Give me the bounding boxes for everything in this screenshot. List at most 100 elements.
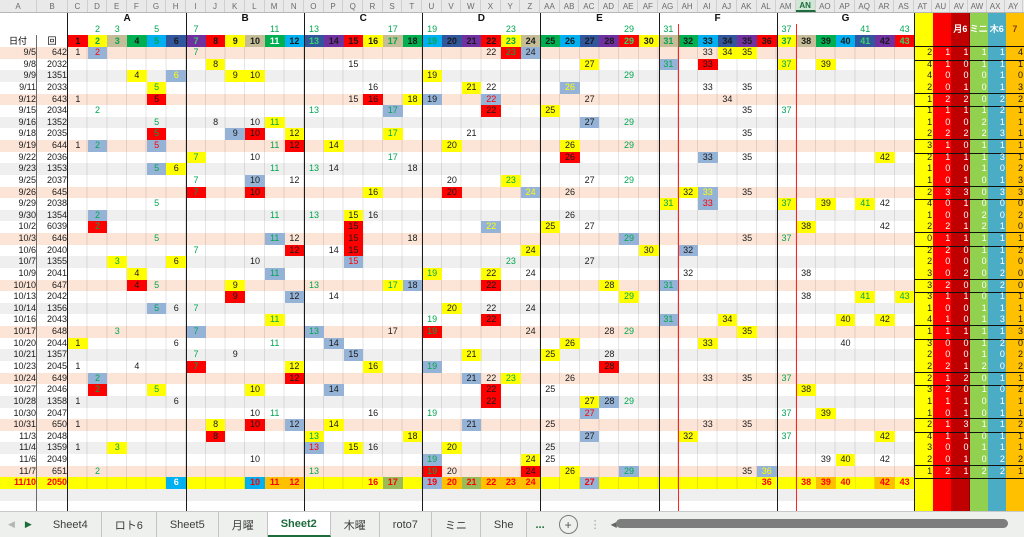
header-number-cell[interactable]: 16 [363,35,384,47]
summary-value-cell[interactable]: 1 [999,140,1005,151]
sheet-tab-she[interactable]: She [481,512,528,537]
date-cell[interactable]: 9/9 [23,70,36,81]
summary-value-cell[interactable]: 0 [981,174,987,185]
number-cell[interactable]: 17 [382,105,403,117]
header-number-cell[interactable]: 41 [855,35,877,47]
date-cell[interactable]: 9/19 [18,140,36,151]
number-cell[interactable]: 21 [466,128,477,139]
number-cell[interactable]: 31 [658,314,679,327]
summary-value-cell[interactable]: 2 [981,116,987,127]
number-cell[interactable]: 10 [245,186,265,199]
number-cell[interactable]: 27 [579,116,600,129]
summary-value-cell[interactable]: 1 [981,337,987,348]
summary-value-cell[interactable]: 2 [999,337,1005,348]
number-cell[interactable]: 4 [127,70,147,82]
summary-value-cell[interactable]: 2 [927,186,933,197]
date-cell[interactable]: 9/18 [18,128,36,139]
number-cell[interactable]: 38 [801,291,812,302]
number-cell[interactable]: 27 [584,256,595,267]
number-cell[interactable]: 35 [742,419,753,430]
summary-value-cell[interactable]: 0 [999,209,1005,220]
column-letter[interactable]: E [107,0,128,12]
summary-value-cell[interactable]: 2 [1017,349,1023,360]
column-letter[interactable]: AO [816,0,836,12]
summary-value-cell[interactable]: 0 [945,116,951,127]
header-number-cell[interactable]: 20 [442,35,463,47]
number-cell[interactable]: 23 [505,256,516,267]
number-cell[interactable]: 38 [796,384,817,396]
number-cell[interactable]: 1 [75,47,81,57]
number-cell[interactable]: 10 [245,128,265,141]
number-cell[interactable]: 40 [835,477,856,489]
summary-value-cell[interactable]: 0 [1017,279,1023,290]
number-cell[interactable]: 26 [560,140,580,152]
summary-value-cell[interactable]: 1 [963,174,969,185]
number-cell[interactable]: 1 [68,337,88,350]
summary-value-cell[interactable]: 1 [963,198,969,209]
number-cell[interactable]: 20 [442,442,462,455]
number-cell[interactable]: 35 [742,81,753,92]
number-cell[interactable]: 19 [427,407,438,418]
summary-value-cell[interactable]: 0 [945,349,951,360]
number-cell[interactable]: 36 [756,477,777,489]
header-number-cell[interactable]: 24 [520,35,542,47]
summary-value-cell[interactable]: 2 [1017,244,1023,255]
summary-value-cell[interactable]: 1 [999,430,1005,441]
number-cell[interactable]: 2 [87,209,108,222]
column-letter[interactable]: AB [560,0,580,12]
summary-value-cell[interactable]: 1 [999,174,1005,185]
number-cell[interactable]: 22 [486,81,497,92]
number-cell[interactable]: 29 [624,116,635,127]
header-number-cell[interactable]: 36 [756,35,778,47]
summary-value-cell[interactable]: 1 [1017,442,1023,453]
date-cell[interactable]: 10/9 [18,267,36,278]
header-number-cell[interactable]: 2 [87,35,109,47]
number-cell[interactable]: 10 [245,477,265,489]
number-cell[interactable]: 19 [422,267,442,280]
round-cell[interactable]: 1353 [46,163,67,174]
summary-value-cell[interactable]: 0 [999,163,1005,174]
number-cell[interactable]: 26 [560,81,580,94]
number-cell[interactable]: 7 [193,174,199,185]
number-cell[interactable]: 35 [742,465,753,476]
summary-value-cell[interactable]: 1 [1017,128,1023,139]
summary-value-cell[interactable]: 0 [981,454,987,465]
number-cell[interactable]: 24 [525,267,536,278]
summary-value-cell[interactable]: 1 [945,151,951,162]
round-cell[interactable]: 2045 [46,361,67,371]
number-cell[interactable]: 13 [304,326,324,338]
summary-value-cell[interactable]: 0 [999,349,1005,360]
header-number-cell[interactable]: 3 [107,35,129,47]
summary-value-cell[interactable]: 2 [927,454,933,465]
number-cell[interactable]: 18 [407,163,418,174]
sheet-tab-sheet5[interactable]: Sheet5 [157,512,219,537]
number-cell[interactable]: 15 [348,58,359,69]
number-cell[interactable]: 17 [382,279,403,292]
round-cell[interactable]: 2037 [46,174,67,185]
header-number-cell[interactable]: 37 [776,35,798,47]
round-cell[interactable]: 651 [51,465,67,476]
round-cell[interactable]: 1354 [46,209,67,220]
summary-value-cell[interactable]: 2 [927,128,933,139]
summary-value-cell[interactable]: 1 [927,395,933,406]
date-cell[interactable]: 10/27 [13,384,36,395]
summary-value-cell[interactable]: 3 [927,267,933,278]
number-cell[interactable]: 37 [776,58,797,71]
header-number-cell[interactable]: 29 [619,35,640,47]
summary-value-cell[interactable]: 1 [1017,372,1023,383]
number-cell[interactable]: 37 [781,430,792,441]
summary-value-cell[interactable]: 1 [1017,395,1023,406]
number-cell[interactable]: 36 [756,465,777,478]
summary-value-cell[interactable]: 1 [963,361,969,371]
number-cell[interactable]: 35 [742,105,753,116]
scrollbar-thumb[interactable] [616,519,1008,528]
column-letter[interactable]: AP [835,0,855,12]
number-cell[interactable]: 24 [520,47,541,59]
summary-value-cell[interactable]: 0 [981,395,987,406]
number-cell[interactable]: 19 [422,326,442,338]
number-cell[interactable]: 33 [697,186,718,199]
number-cell[interactable]: 10 [249,116,260,127]
number-cell[interactable]: 4 [127,279,147,292]
round-cell[interactable]: 2041 [46,267,67,278]
summary-value-cell[interactable]: 1 [999,395,1005,406]
